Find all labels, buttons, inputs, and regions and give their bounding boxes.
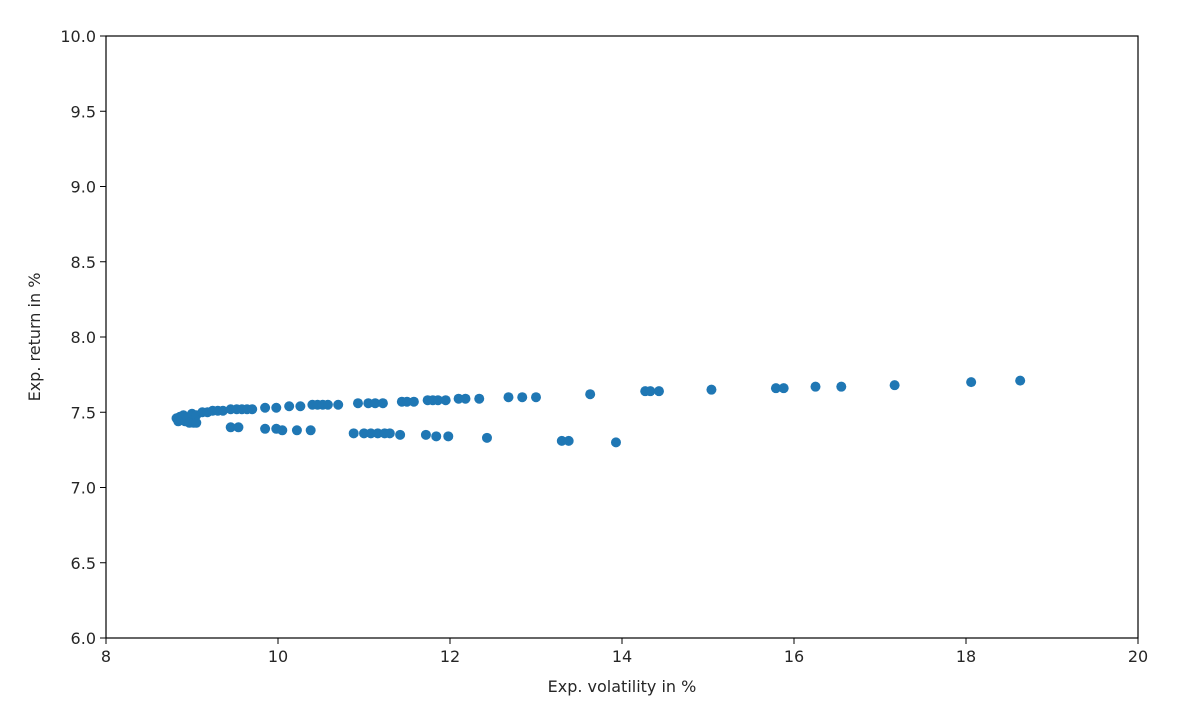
y-tick-label: 7.5 xyxy=(71,403,96,422)
y-tick-label: 9.5 xyxy=(71,102,96,121)
data-point xyxy=(277,425,288,436)
data-point xyxy=(370,398,381,409)
x-tick-label: 12 xyxy=(440,647,460,666)
y-tick-label: 6.0 xyxy=(71,629,96,648)
y-tick-label: 6.5 xyxy=(71,554,96,573)
data-points xyxy=(171,375,1026,448)
data-point xyxy=(365,428,376,439)
data-point xyxy=(333,399,344,410)
data-point xyxy=(359,428,369,439)
data-point xyxy=(481,432,492,443)
data-point xyxy=(706,384,717,395)
data-point xyxy=(653,386,664,397)
data-point xyxy=(247,404,258,415)
data-point xyxy=(431,431,442,442)
x-tick-label: 20 xyxy=(1128,647,1148,666)
x-tick-label: 14 xyxy=(612,647,632,666)
data-point xyxy=(408,396,419,407)
x-tick-label: 18 xyxy=(956,647,976,666)
data-point xyxy=(233,422,244,433)
y-axis-label: Exp. return in % xyxy=(25,273,44,402)
data-point xyxy=(402,396,412,407)
data-point xyxy=(585,389,596,400)
data-point xyxy=(556,435,567,446)
data-point xyxy=(440,395,451,406)
data-point xyxy=(348,428,359,439)
data-point xyxy=(291,425,302,436)
data-point xyxy=(460,393,471,404)
data-point xyxy=(372,428,383,439)
data-point xyxy=(610,437,621,448)
data-point xyxy=(531,392,541,403)
y-tick-label: 8.0 xyxy=(71,328,96,347)
y-tick-label: 9.0 xyxy=(71,178,96,197)
data-point xyxy=(453,393,464,404)
data-point xyxy=(836,381,847,392)
data-point xyxy=(191,417,202,428)
data-point xyxy=(1015,375,1026,386)
data-point xyxy=(305,425,316,436)
data-point xyxy=(284,401,295,412)
data-point xyxy=(474,393,485,404)
data-point xyxy=(295,401,306,412)
data-point xyxy=(363,398,374,409)
data-point xyxy=(384,428,395,439)
data-point xyxy=(432,395,443,406)
data-point xyxy=(966,377,977,388)
data-point xyxy=(260,423,271,434)
data-point xyxy=(271,402,282,413)
data-point xyxy=(563,435,574,446)
y-axis-ticks: 6.0 6.5 7.0 7.5 8.0 8.5 9.0 9.5 10.0 xyxy=(60,27,106,648)
data-point xyxy=(260,402,271,413)
data-point xyxy=(517,392,528,403)
data-point xyxy=(420,429,431,440)
x-axis-label: Exp. volatility in % xyxy=(548,677,697,696)
data-point xyxy=(395,429,406,440)
data-point xyxy=(810,381,821,392)
data-point xyxy=(645,386,656,397)
data-point xyxy=(503,392,514,403)
y-tick-label: 7.0 xyxy=(71,479,96,498)
data-point xyxy=(443,431,454,442)
x-tick-label: 16 xyxy=(784,647,804,666)
data-point xyxy=(770,383,781,394)
x-tick-label: 10 xyxy=(268,647,288,666)
data-point xyxy=(778,383,789,394)
x-axis-ticks: 8 10 12 14 16 18 20 xyxy=(101,638,1148,666)
data-point xyxy=(889,380,900,391)
data-point xyxy=(225,422,236,433)
data-point xyxy=(352,398,363,409)
data-point xyxy=(217,405,228,416)
y-tick-label: 10.0 xyxy=(60,27,96,46)
y-tick-label: 8.5 xyxy=(71,253,96,272)
x-tick-label: 8 xyxy=(101,647,111,666)
data-point xyxy=(377,398,388,409)
data-point xyxy=(322,399,333,410)
